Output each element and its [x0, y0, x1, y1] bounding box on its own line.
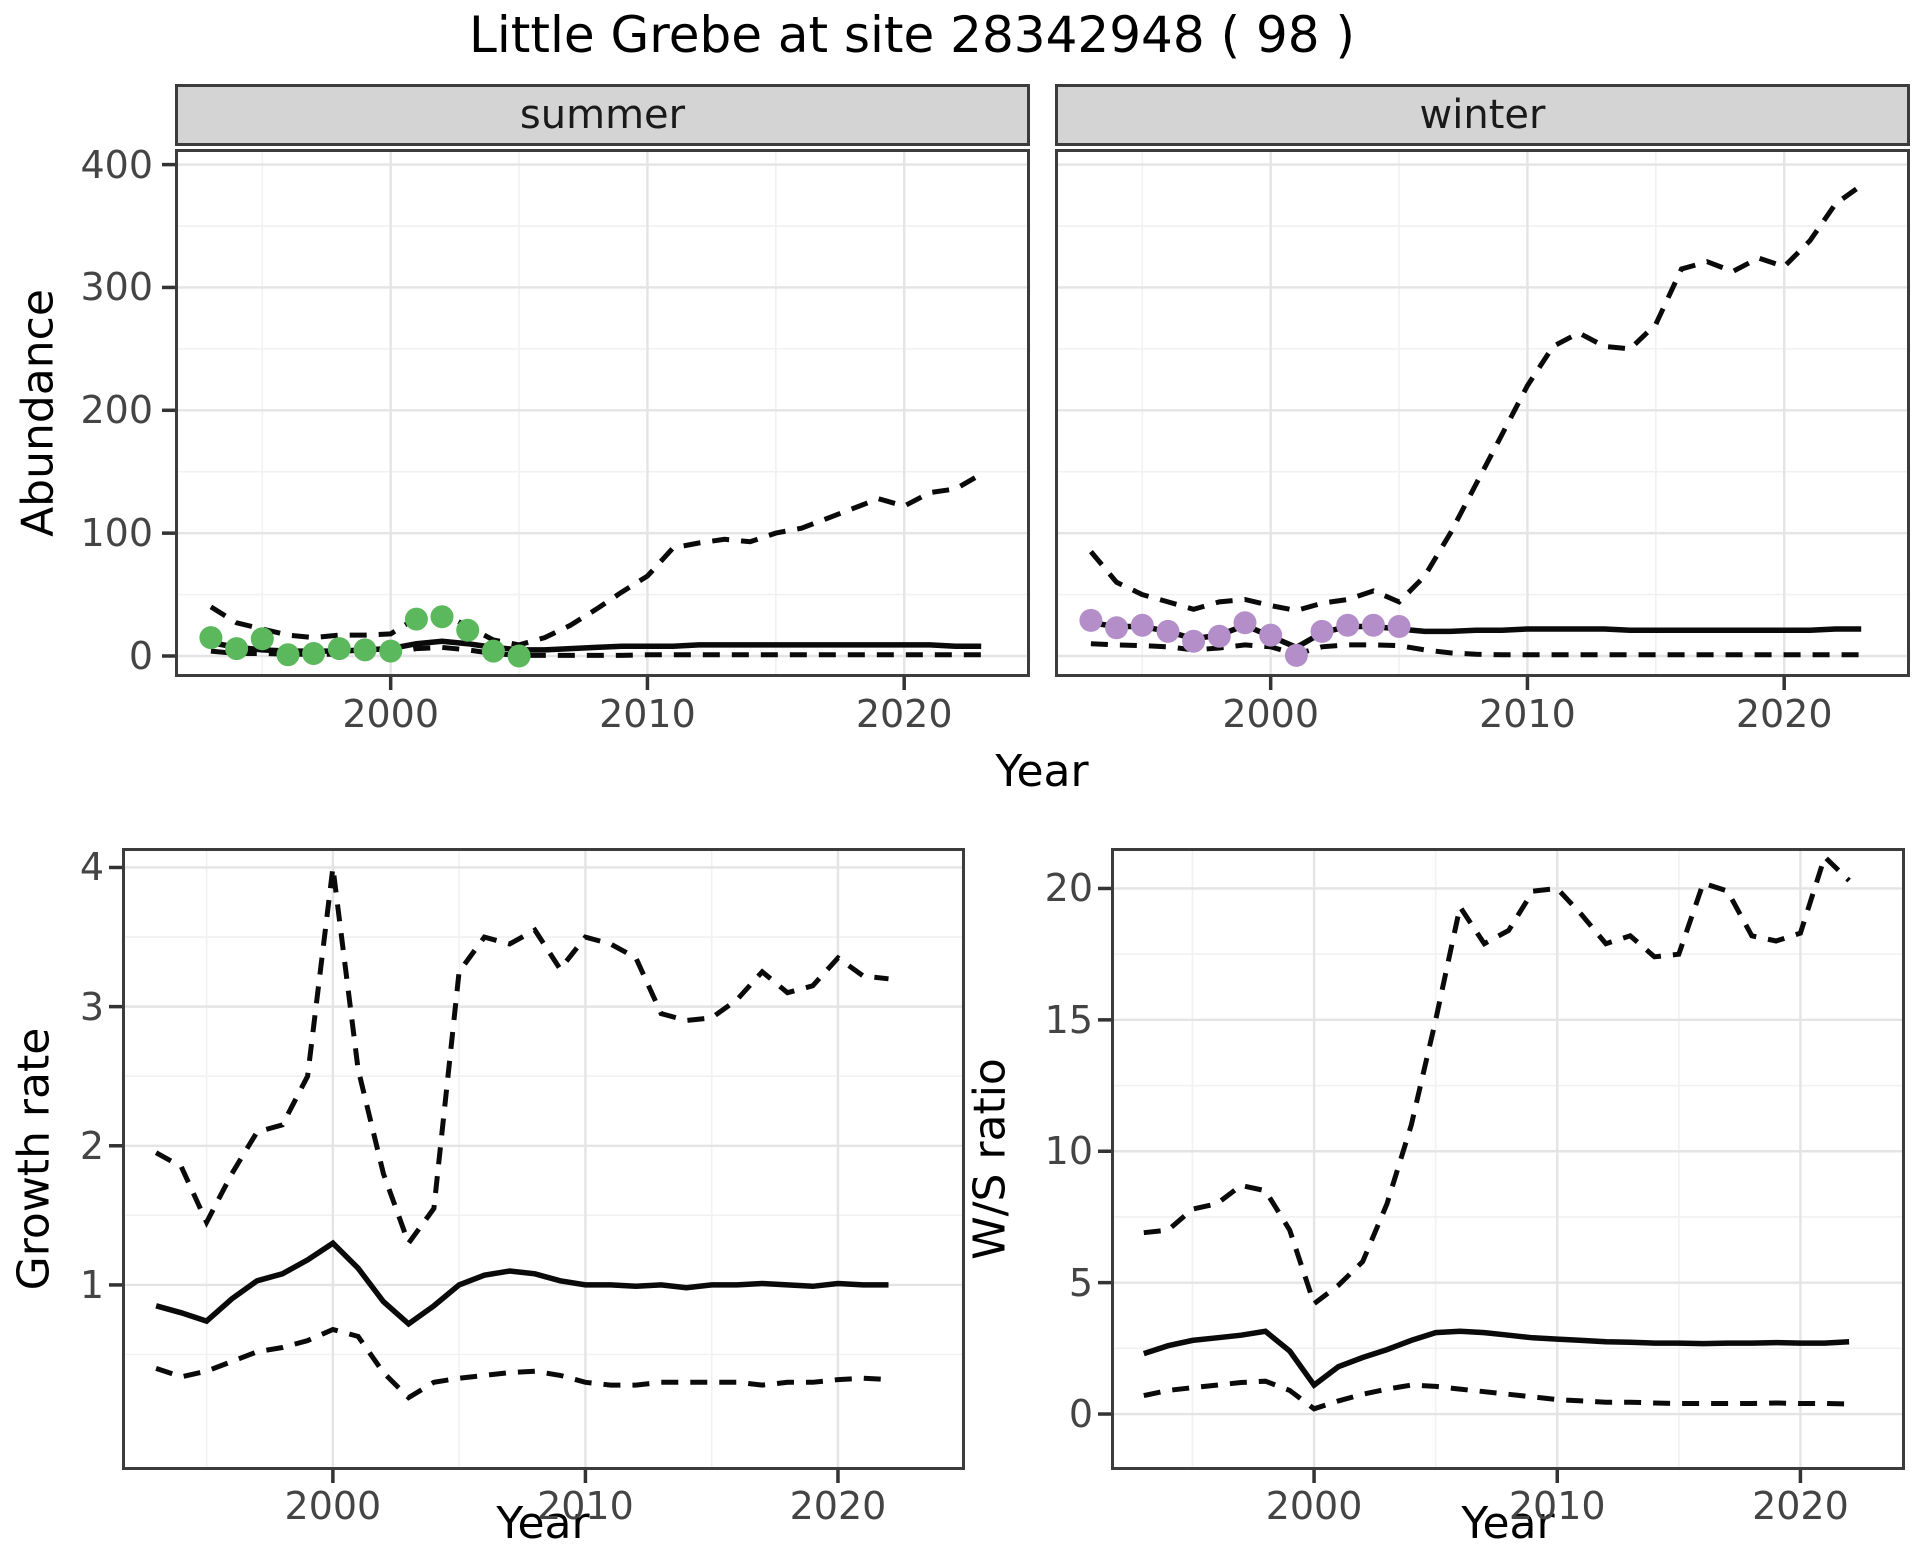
- facet-strip-summer: summer: [175, 84, 1030, 146]
- winter-observation-point: [1387, 615, 1411, 638]
- winter-observation-point: [1182, 629, 1206, 653]
- facet-strip-winter-label: winter: [1419, 92, 1546, 138]
- panel-border: [1111, 848, 1905, 1470]
- x-axis-title-year-top: Year: [995, 746, 1089, 797]
- winter-upper-ci-line: [1088, 183, 1863, 614]
- winter-observation-point: [1207, 624, 1231, 648]
- winter-observation-point: [1259, 623, 1283, 647]
- summer-y-tick-label: 200: [80, 388, 153, 433]
- ws-x-tick-label: 2020: [1752, 1484, 1849, 1528]
- summer-observation-point: [353, 638, 377, 662]
- ws-y-tick-label: 15: [1044, 997, 1093, 1042]
- winter-observation-point: [1336, 613, 1360, 637]
- summer-panel: [162, 149, 1030, 690]
- winter-x-tick-label: 2020: [1735, 692, 1833, 736]
- panel-border: [1055, 149, 1910, 677]
- summer-observation-point: [276, 643, 300, 667]
- x-axis-title-year-bottom-right: Year: [1461, 1498, 1555, 1549]
- winter-x-tick-label: 2010: [1479, 692, 1576, 736]
- ws-panel: [1098, 848, 1905, 1483]
- growth-y-tick-label: 2: [79, 1123, 104, 1168]
- summer-y-tick-label: 100: [80, 511, 153, 556]
- ws-median-line: [1142, 1328, 1850, 1389]
- ws-lower-ci-line: [1143, 1378, 1850, 1412]
- ws-x-tick-label: 2010: [1508, 1484, 1606, 1528]
- summer-observation-point: [430, 605, 454, 629]
- summer-observation-point: [404, 607, 428, 631]
- winter-panel: [1055, 149, 1910, 690]
- growth-y-tick-label: 4: [79, 845, 104, 890]
- winter-observation-point: [1233, 611, 1257, 635]
- growth-x-tick-label: 2020: [789, 1484, 887, 1528]
- winter-observation-point: [1079, 608, 1103, 632]
- growth-y-tick-label: 3: [79, 984, 104, 1029]
- summer-median-line: [210, 638, 982, 654]
- summer-observation-point: [507, 644, 531, 668]
- summer-observation-point: [302, 642, 326, 665]
- summer-x-tick-label: 2020: [855, 692, 953, 736]
- ws-y-tick-label: 5: [1068, 1260, 1093, 1305]
- growth-median-line: [155, 1239, 889, 1328]
- summer-y-tick-label: 300: [80, 265, 153, 310]
- ws-x-tick-label: 2000: [1265, 1484, 1363, 1528]
- growth-lower-ci-line: [155, 1326, 889, 1401]
- growth-upper-ci-line: [154, 867, 889, 1249]
- summer-observation-point: [225, 637, 249, 661]
- summer-upper-ci-line: [209, 472, 983, 648]
- summer-observation-point: [250, 627, 274, 651]
- panel-border: [175, 149, 1030, 677]
- summer-observation-point: [481, 639, 505, 663]
- winter-median-line: [1090, 620, 1862, 651]
- summer-y-tick-label: 0: [128, 633, 153, 678]
- winter-observation-point: [1130, 613, 1154, 637]
- ws-upper-ci-line: [1143, 852, 1851, 1308]
- winter-observation-point: [1361, 613, 1385, 637]
- growth-y-tick-label: 1: [79, 1262, 104, 1307]
- summer-y-tick-label: 400: [80, 142, 153, 187]
- facet-strip-winter: winter: [1055, 84, 1910, 146]
- facet-strip-summer-label: summer: [519, 92, 686, 138]
- summer-observation-point: [327, 637, 351, 661]
- summer-observation-point: [379, 639, 403, 663]
- growth-panel: [109, 848, 966, 1483]
- winter-observation-point: [1105, 616, 1129, 640]
- ws-y-tick-label: 10: [1044, 1129, 1093, 1174]
- panel-border: [122, 848, 965, 1470]
- growth-x-tick-label: 2010: [537, 1484, 634, 1528]
- ws-y-tick-label: 20: [1044, 866, 1093, 911]
- summer-observation-point: [456, 618, 480, 642]
- summer-x-tick-label: 2010: [599, 692, 696, 736]
- winter-lower-ci-line: [1090, 641, 1862, 658]
- growth-x-tick-label: 2000: [284, 1484, 382, 1528]
- winter-observation-point: [1284, 643, 1308, 667]
- x-axis-title-year-bottom-left: Year: [496, 1498, 590, 1549]
- winter-x-tick-label: 2000: [1222, 692, 1320, 736]
- summer-observation-point: [199, 626, 223, 650]
- winter-observation-point: [1156, 619, 1180, 643]
- chart-title: Little Grebe at site 28342948 ( 98 ): [468, 6, 1355, 64]
- winter-observation-point: [1310, 619, 1334, 643]
- summer-x-tick-label: 2000: [342, 692, 440, 736]
- ws-y-tick-label: 0: [1068, 1392, 1093, 1437]
